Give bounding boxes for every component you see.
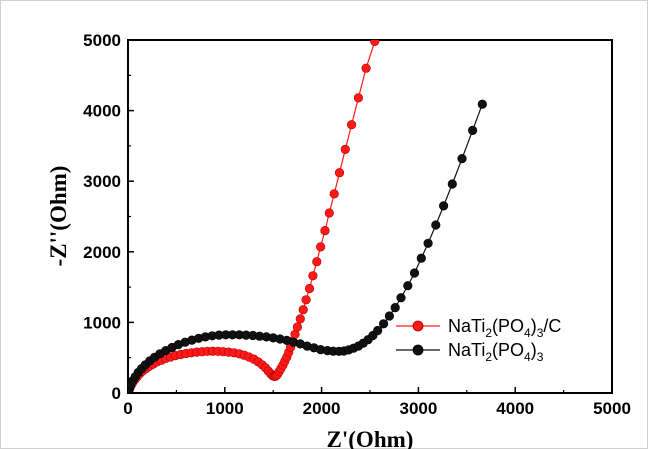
y-tick-label: 0	[112, 384, 121, 403]
data-point-natipo-c	[312, 257, 322, 267]
y-tick-label: 2000	[83, 243, 121, 262]
y-tick-label: 1000	[83, 313, 121, 332]
data-point-natipo	[390, 303, 400, 313]
data-point-natipo	[416, 253, 426, 263]
data-point-natipo	[384, 311, 395, 321]
x-axis-ticks: 0 1000 2000 3000 4000 5000	[123, 387, 631, 418]
data-point-natipo-c	[292, 322, 303, 332]
x-tick-label: 0	[123, 399, 132, 418]
data-point-natipo-c	[316, 242, 326, 252]
data-point-natipo	[477, 99, 487, 109]
data-point-natipo	[403, 281, 413, 291]
y-tick-label: 3000	[83, 172, 121, 191]
y-tick-label: 5000	[83, 31, 121, 50]
y-tick-label: 4000	[83, 102, 121, 121]
data-point-natipo-c	[340, 144, 350, 154]
data-point-natipo-c	[329, 189, 339, 199]
data-point-natipo	[409, 268, 420, 278]
legend: NaTi2(PO4)3/C NaTi2(PO4)3	[396, 316, 561, 364]
data-point-natipo	[396, 293, 406, 303]
legend-item-natipo-c: NaTi2(PO4)3/C	[396, 316, 561, 340]
data-point-natipo-c	[347, 120, 357, 130]
series-layer	[128, 40, 487, 393]
plot-clip-group	[128, 40, 487, 393]
data-point-natipo-c	[334, 168, 345, 178]
x-tick-label: 5000	[593, 399, 631, 418]
data-point-natipo	[373, 325, 383, 336]
data-point-natipo-c	[301, 295, 311, 305]
x-tick-label: 2000	[303, 399, 341, 418]
legend-label-natipo: NaTi2(PO4)3	[448, 340, 544, 364]
y-axis-ticks: 0 1000 2000 3000 4000 5000	[83, 31, 134, 403]
data-point-natipo	[468, 125, 478, 135]
x-tick-label: 1000	[206, 399, 244, 418]
data-point-natipo-c	[361, 63, 371, 73]
data-point-natipo-c	[320, 226, 330, 236]
data-point-natipo-c	[304, 283, 315, 294]
x-tick-label: 4000	[496, 399, 534, 418]
data-point-natipo-c	[370, 40, 380, 46]
data-point-natipo	[423, 238, 433, 248]
data-point-natipo	[431, 220, 441, 230]
x-axis-title: Z'(Ohm)	[327, 427, 414, 449]
data-point-natipo	[439, 201, 449, 211]
data-point-natipo-c	[298, 305, 308, 315]
y-axis-title: -Z''(Ohm)	[46, 166, 71, 267]
legend-marker-natipo-c	[412, 320, 424, 332]
data-point-natipo	[379, 319, 389, 329]
legend-item-natipo: NaTi2(PO4)3	[396, 340, 544, 364]
data-point-natipo-c	[353, 93, 364, 103]
data-point-natipo-c	[308, 271, 318, 281]
data-point-natipo	[447, 179, 457, 189]
legend-marker-natipo	[412, 344, 424, 356]
data-point-natipo-c	[295, 314, 305, 324]
x-tick-label: 3000	[399, 399, 437, 418]
data-point-natipo-c	[324, 208, 334, 218]
data-point-natipo	[457, 154, 467, 164]
legend-label-natipo-c: NaTi2(PO4)3/C	[448, 316, 561, 340]
